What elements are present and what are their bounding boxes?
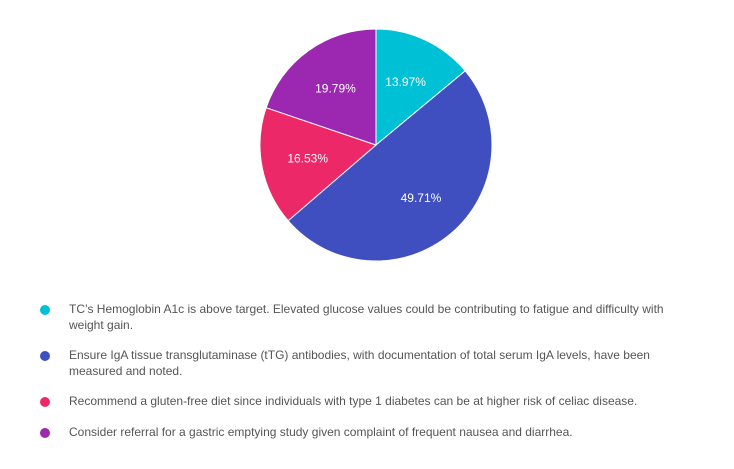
slice-value-label-1: 13.97% xyxy=(385,75,426,89)
pie-slice-2[interactable] xyxy=(287,70,493,262)
chart-legend: TC’s Hemoglobin A1c is above target. Ele… xyxy=(40,302,700,455)
legend-color-dot-icon xyxy=(40,305,50,315)
legend-item-3[interactable]: Recommend a gluten-free diet since indiv… xyxy=(40,394,700,410)
pie-slice-4[interactable] xyxy=(265,28,377,146)
legend-color-dot-icon xyxy=(40,351,50,361)
legend-label: Recommend a gluten-free diet since indiv… xyxy=(69,394,638,408)
slice-value-label-3: 16.53% xyxy=(287,151,328,165)
legend-label: Ensure IgA tissue transglutaminase (tTG)… xyxy=(69,348,650,378)
legend-item-1[interactable]: TC’s Hemoglobin A1c is above target. Ele… xyxy=(40,302,700,333)
slice-value-label-4: 19.79% xyxy=(315,81,356,95)
pie-slice-3[interactable] xyxy=(259,107,377,222)
slice-value-label-2: 49.71% xyxy=(401,191,442,205)
pie-slice-1[interactable] xyxy=(375,28,466,147)
legend-label: TC’s Hemoglobin A1c is above target. Ele… xyxy=(69,302,664,332)
legend-color-dot-icon xyxy=(40,397,50,407)
legend-color-dot-icon xyxy=(40,427,50,438)
pie-chart: 13.97% 49.71% 16.53% 19.79% xyxy=(259,28,493,262)
legend-item-2[interactable]: Ensure IgA tissue transglutaminase (tTG)… xyxy=(40,348,700,379)
legend-item-4[interactable]: Consider referral for a gastric emptying… xyxy=(40,425,700,441)
legend-label: Consider referral for a gastric emptying… xyxy=(69,424,573,439)
